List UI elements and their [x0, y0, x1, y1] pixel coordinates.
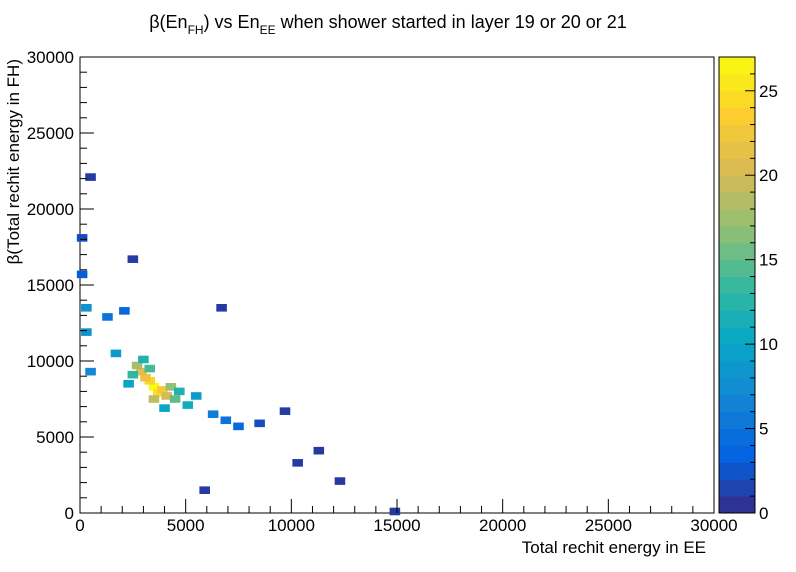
color-scale-band — [719, 445, 755, 463]
color-scale-band — [719, 462, 755, 480]
heatmap-cell — [140, 373, 151, 382]
z-tick-label: 10 — [759, 335, 778, 354]
heatmap-cell — [279, 407, 291, 415]
color-scale-ticks: 0 5 10 15 20 25 — [745, 73, 778, 523]
heatmap-cell — [334, 477, 346, 485]
heatmap-cell — [76, 234, 88, 242]
color-scale-band — [719, 479, 755, 497]
heatmap-cell — [148, 383, 160, 391]
color-scale-band — [719, 141, 755, 159]
y-axis-title: β(Total rechit energy in FH) — [4, 59, 23, 264]
heatmap-cell — [131, 361, 143, 370]
heatmap-cell — [159, 404, 170, 412]
heatmap-cell — [190, 392, 202, 400]
color-scale-band — [719, 175, 755, 193]
heatmap-cell — [254, 419, 265, 428]
heatmap-cell — [123, 380, 134, 388]
x-tick-label: 5000 — [167, 516, 205, 535]
heatmap-cell — [182, 401, 194, 409]
heatmap-cell — [76, 270, 88, 279]
heatmap-cell — [102, 313, 113, 321]
y-tick-label: 15000 — [27, 276, 74, 295]
x-tick-label: 15000 — [373, 516, 420, 535]
color-scale-band — [719, 377, 755, 396]
chart-title: β(EnFH) vs EnEE when shower started in l… — [149, 12, 627, 37]
heatmap-cell — [81, 304, 92, 312]
color-scale-band — [719, 57, 755, 75]
heatmap-cell — [136, 367, 147, 376]
color-scale-band — [719, 394, 755, 413]
color-scale-band — [719, 276, 755, 294]
heatmap-cell — [119, 307, 130, 315]
chart-title-sub-fh: FH — [188, 23, 204, 37]
y-tick-label: 25000 — [27, 124, 74, 143]
color-scale-band — [719, 327, 755, 345]
color-scale-band — [719, 242, 755, 261]
heatmap-cell — [127, 255, 139, 263]
heatmap-cell — [161, 392, 172, 400]
chart-title-sub-ee: EE — [260, 23, 276, 37]
heatmap-cell — [216, 304, 227, 312]
heatmap-cells — [76, 173, 401, 516]
y-tick-label: 0 — [65, 504, 74, 523]
z-tick-label: 5 — [759, 420, 768, 439]
color-scale-band — [719, 293, 755, 311]
heatmap-cell — [144, 364, 156, 373]
x-tick-label: 30000 — [690, 516, 737, 535]
y-tick-label: 10000 — [27, 352, 74, 371]
x-tick-label: 25000 — [585, 516, 632, 535]
color-scale-band — [719, 90, 755, 109]
heatmap-cell — [389, 507, 401, 516]
heatmap-cell — [157, 386, 168, 394]
color-scale-bar — [718, 56, 756, 514]
color-scale-band — [719, 496, 755, 514]
heatmap-cell — [127, 370, 139, 379]
x-tick-label: 10000 — [268, 516, 315, 535]
y-tick-label: 30000 — [27, 48, 74, 67]
z-tick-label: 25 — [759, 82, 778, 101]
heatmap-cell — [292, 459, 303, 467]
heatmap-cell — [174, 387, 185, 396]
color-scale-band — [719, 344, 755, 362]
heatmap-cell — [138, 355, 149, 364]
y-tick-label: 5000 — [36, 428, 74, 447]
plot-area — [79, 56, 715, 514]
color-scale-band — [719, 428, 755, 446]
color-scale-band — [719, 361, 755, 379]
heatmap-cell — [233, 422, 244, 431]
heatmap-cell — [207, 410, 219, 418]
z-tick-label: 15 — [759, 251, 778, 270]
x-tick-label: 20000 — [479, 516, 526, 535]
color-scale-band — [719, 124, 755, 142]
z-tick-label: 0 — [759, 504, 768, 523]
x-tick-label: 0 — [75, 516, 84, 535]
color-scale-band — [719, 73, 755, 92]
heatmap-cell — [169, 395, 181, 403]
color-scale-band — [719, 158, 755, 176]
heatmap-cell — [313, 446, 325, 455]
color-scale-band — [719, 259, 755, 278]
color-scale-frame — [718, 56, 756, 514]
x-axis-ticks: 0 5000 10000 15000 20000 25000 30000 — [75, 499, 738, 535]
heatmap-cell — [110, 349, 122, 358]
heatmap-cell — [199, 486, 210, 494]
heatmap-cell — [165, 383, 177, 391]
heatmap-cell — [85, 173, 96, 181]
heatmap-cell — [81, 328, 92, 336]
color-scale-band — [719, 209, 755, 227]
y-tick-label: 20000 — [27, 200, 74, 219]
color-scale-band — [719, 225, 755, 244]
color-scale-band — [719, 107, 755, 126]
heatmap-cell — [85, 367, 96, 376]
color-scale-band — [719, 192, 755, 210]
x-axis-title: Total rechit energy in EE — [522, 538, 706, 557]
color-scale-band — [719, 310, 755, 328]
heatmap-cell — [148, 395, 160, 403]
y-axis-ticks: 0 5000 10000 15000 20000 25000 30000 — [27, 48, 94, 523]
z-tick-label: 20 — [759, 166, 778, 185]
color-scale-band — [719, 411, 755, 430]
heatmap-cell — [220, 416, 232, 425]
